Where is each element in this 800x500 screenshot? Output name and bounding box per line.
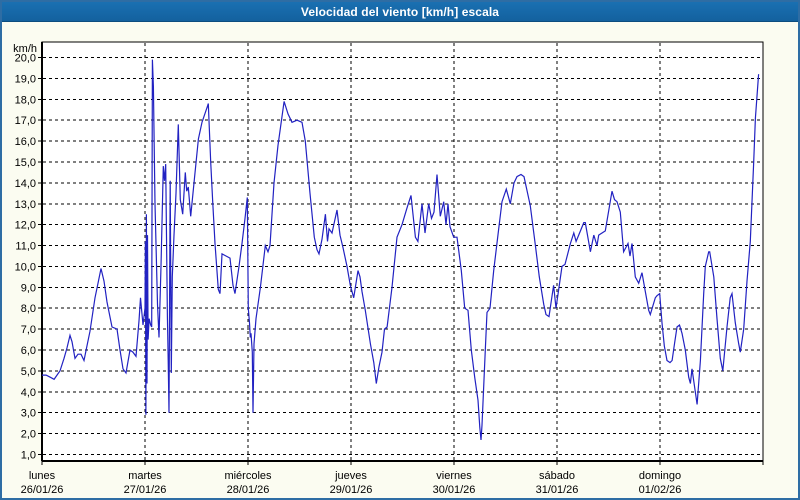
y-tick-label: 14,0 xyxy=(15,178,36,190)
date-label: 26/01/26 xyxy=(21,484,64,496)
date-label: 27/01/26 xyxy=(124,484,167,496)
y-tick-label: 3,0 xyxy=(21,408,36,420)
y-axis-unit-label: km/h xyxy=(13,43,37,55)
y-tick-label: 7,0 xyxy=(21,324,36,336)
y-tick-label: 8,0 xyxy=(21,303,36,315)
date-label: 30/01/26 xyxy=(433,484,476,496)
y-tick-label: 13,0 xyxy=(15,199,36,211)
y-grid: 20,0 19,0 18,0 17,0 16,0 15,0 14,0 13,0 12,0 11,0… xyxy=(15,52,762,462)
y-tick-label: 17,0 xyxy=(15,115,36,127)
y-tick-label: 9,0 xyxy=(21,282,36,294)
y-tick-label: 18,0 xyxy=(15,94,36,106)
y-tick-label: 2,0 xyxy=(21,429,36,441)
y-tick-label: 11,0 xyxy=(15,241,36,253)
date-label: 01/02/26 xyxy=(639,484,682,496)
page-title: Velocidad del viento [km/h] escala xyxy=(300,4,500,19)
y-tick-label: 16,0 xyxy=(15,136,36,148)
y-tick-label: 10,0 xyxy=(15,261,36,273)
y-tick-label: 1,0 xyxy=(21,450,36,462)
plot-area xyxy=(41,41,764,462)
wind-speed-line xyxy=(42,59,760,440)
day-label: viernes xyxy=(436,470,472,482)
day-label: lunes xyxy=(29,470,56,482)
date-label: 28/01/26 xyxy=(227,484,270,496)
title-bar: Velocidad del viento [km/h] escala xyxy=(2,2,798,22)
y-tick-label: 5,0 xyxy=(21,366,36,378)
y-tick-label: 6,0 xyxy=(21,345,36,357)
day-label: miércoles xyxy=(224,470,272,482)
day-label: martes xyxy=(128,470,162,482)
y-tick-label: 4,0 xyxy=(21,387,36,399)
y-tick-label: 20,0 xyxy=(15,52,36,64)
date-label: 31/01/26 xyxy=(536,484,579,496)
date-label: 29/01/26 xyxy=(330,484,373,496)
day-label: domingo xyxy=(639,470,681,482)
day-label: jueves xyxy=(334,470,367,482)
y-tick-label: 12,0 xyxy=(15,220,36,232)
day-label: sábado xyxy=(539,470,575,482)
y-tick-label: 15,0 xyxy=(15,157,36,169)
y-tick-label: 19,0 xyxy=(15,73,36,85)
x-grid: lunes 26/01/26 martes 27/01/26 miércoles 28/0… xyxy=(21,43,764,496)
